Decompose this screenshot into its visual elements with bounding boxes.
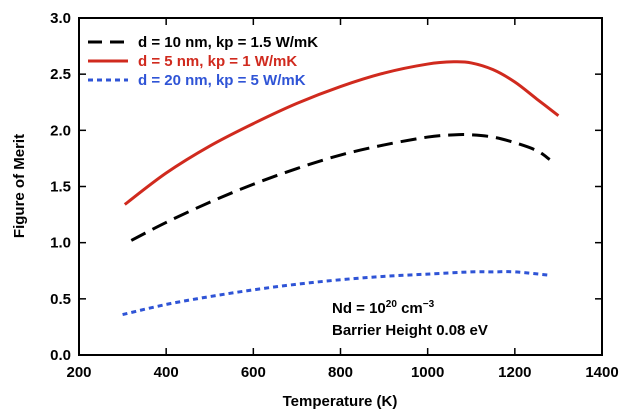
series-layer [122, 60, 560, 317]
x-axis-title: Temperature (K) [283, 393, 398, 410]
x-tick-label: 1000 [411, 364, 444, 381]
y-tick-label: 1.5 [50, 179, 71, 196]
annotation-doping: Nd = 1020 cm−3 [332, 299, 435, 317]
legend-label-d5: d = 5 nm, kp = 1 W/mK [138, 53, 297, 70]
annotation-doping-exponent: 20 [386, 299, 398, 310]
series-line-d20 [122, 270, 550, 317]
x-tick-label: 800 [328, 364, 353, 381]
x-tick-label: 600 [241, 364, 266, 381]
y-tick-label: 0.0 [50, 347, 71, 364]
x-tick-label: 1200 [498, 364, 531, 381]
annotation-doping-base: Nd = 10 [332, 300, 386, 317]
x-tick-label: 400 [154, 364, 179, 381]
legend-label-d10: d = 10 nm, kp = 1.5 W/mK [138, 34, 318, 51]
x-tick-label: 1400 [585, 364, 618, 381]
annotation-doping-unit-exponent: −3 [423, 299, 435, 310]
annotation-barrier-height: Barrier Height 0.08 eV [332, 322, 488, 339]
y-tick-label: 1.0 [50, 235, 71, 252]
series-line-d10 [130, 133, 551, 242]
y-tick-label: 2.5 [50, 66, 71, 83]
annotation-box: Nd = 1020 cm−3 Barrier Height 0.08 eV [332, 299, 488, 339]
axis-ticks: 200 400 600 800 1000 1200 1400 0.0 0.5 1.0 1.5 2.0 2… [50, 10, 619, 381]
legend: d = 10 nm, kp = 1.5 W/mK d = 5 nm, kp = … [88, 34, 318, 89]
y-tick-label: 3.0 [50, 10, 71, 27]
legend-label-d20: d = 20 nm, kp = 5 W/mK [138, 72, 306, 89]
annotation-doping-unit: cm [397, 300, 423, 317]
y-tick-label: 2.0 [50, 122, 71, 139]
series-line-d5 [123, 60, 560, 206]
y-axis-title: Figure of Merit [11, 134, 28, 238]
x-tick-label: 200 [66, 364, 91, 381]
y-tick-label: 0.5 [50, 291, 71, 308]
